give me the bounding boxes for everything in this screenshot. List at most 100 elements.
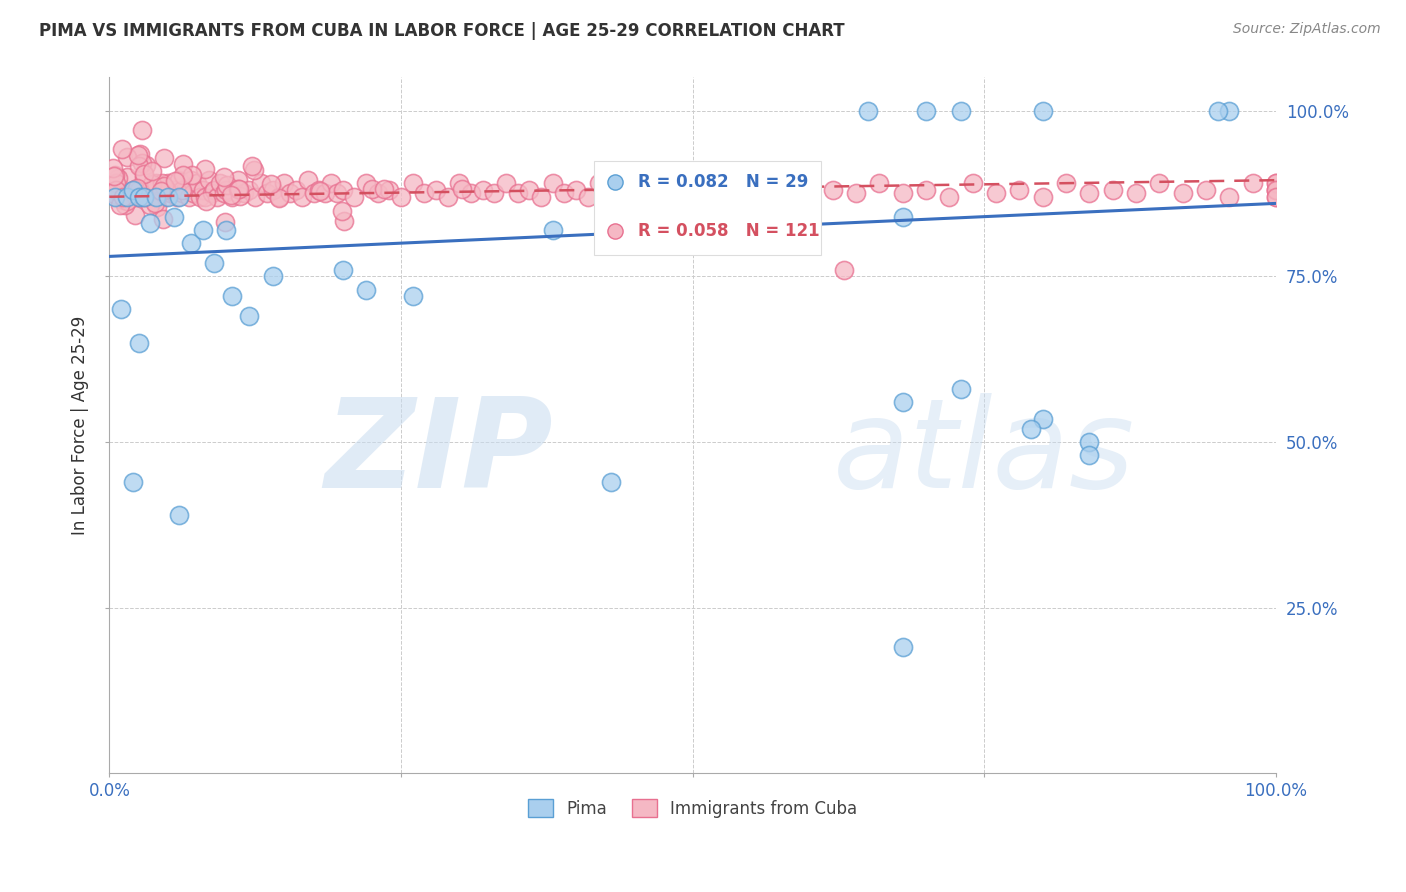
Point <box>565 183 588 197</box>
Point <box>495 177 517 191</box>
Point <box>373 182 395 196</box>
Point <box>1078 186 1101 201</box>
Point <box>1171 186 1194 201</box>
Point <box>169 190 191 204</box>
Point <box>682 177 704 191</box>
Point <box>115 169 138 184</box>
Point <box>162 183 184 197</box>
Point <box>256 186 278 201</box>
Point <box>297 173 319 187</box>
Point <box>194 190 217 204</box>
Point <box>600 475 623 489</box>
Point <box>260 177 283 191</box>
Point <box>104 190 127 204</box>
Point <box>389 190 412 204</box>
Point <box>541 223 564 237</box>
Point <box>751 190 773 204</box>
Point <box>1206 103 1229 118</box>
Legend: Pima, Immigrants from Cuba: Pima, Immigrants from Cuba <box>522 793 865 824</box>
Point <box>221 190 243 204</box>
Point <box>135 158 157 172</box>
Point <box>108 198 131 212</box>
Point <box>212 186 235 201</box>
Point <box>450 182 472 196</box>
Point <box>243 163 266 178</box>
Point <box>145 190 167 204</box>
Point <box>530 190 553 204</box>
Point <box>775 177 797 191</box>
Point <box>128 335 150 350</box>
Point <box>891 186 914 201</box>
Point <box>775 223 797 237</box>
Point <box>332 262 354 277</box>
Point <box>155 190 177 204</box>
Point <box>128 159 150 173</box>
Point <box>156 177 179 191</box>
Point <box>603 249 626 263</box>
Point <box>112 190 135 204</box>
Point <box>201 186 224 201</box>
Point <box>115 190 138 204</box>
Point <box>135 190 157 204</box>
Point <box>449 177 471 191</box>
Point <box>110 302 132 317</box>
Point <box>177 190 200 204</box>
Point <box>238 309 260 323</box>
Point <box>131 190 153 204</box>
Point <box>155 182 177 196</box>
Point <box>647 186 669 201</box>
Point <box>319 177 342 191</box>
Point <box>354 177 377 191</box>
Point <box>172 168 194 182</box>
FancyBboxPatch shape <box>593 161 821 255</box>
Point <box>240 159 263 173</box>
Point <box>623 190 645 204</box>
Point <box>149 185 172 199</box>
Point <box>214 214 236 228</box>
Text: Source: ZipAtlas.com: Source: ZipAtlas.com <box>1233 22 1381 37</box>
Point <box>891 395 914 409</box>
Point <box>104 183 127 197</box>
Point <box>576 190 599 204</box>
Point <box>302 186 325 201</box>
Point <box>153 151 176 165</box>
Point <box>121 183 143 197</box>
Point <box>262 183 284 197</box>
Point <box>191 183 214 197</box>
Point <box>326 186 349 201</box>
Point <box>600 186 623 201</box>
Point <box>612 183 634 197</box>
Point <box>728 183 751 197</box>
Point <box>1125 186 1147 201</box>
Point <box>194 162 217 177</box>
Point <box>162 210 184 224</box>
Point <box>221 289 243 303</box>
Point <box>1019 422 1042 436</box>
Point <box>950 382 973 396</box>
Text: atlas: atlas <box>832 392 1135 514</box>
Point <box>1265 183 1288 197</box>
Point <box>333 214 356 228</box>
Point <box>124 190 146 204</box>
Point <box>153 179 176 194</box>
Point <box>588 177 610 191</box>
Point <box>984 186 1007 201</box>
Point <box>1265 190 1288 204</box>
Point <box>1265 177 1288 191</box>
Point <box>121 183 143 197</box>
Point <box>962 177 984 191</box>
Point <box>180 173 202 187</box>
Point <box>636 177 658 191</box>
Point <box>360 181 382 195</box>
Point <box>150 183 173 197</box>
Point <box>124 208 146 222</box>
Point <box>856 103 879 118</box>
Point <box>180 236 202 251</box>
Point <box>402 289 425 303</box>
Point <box>172 157 194 171</box>
Point <box>519 183 541 197</box>
Point <box>174 183 197 197</box>
Point <box>1008 183 1031 197</box>
Point <box>149 184 172 198</box>
Point <box>354 283 377 297</box>
